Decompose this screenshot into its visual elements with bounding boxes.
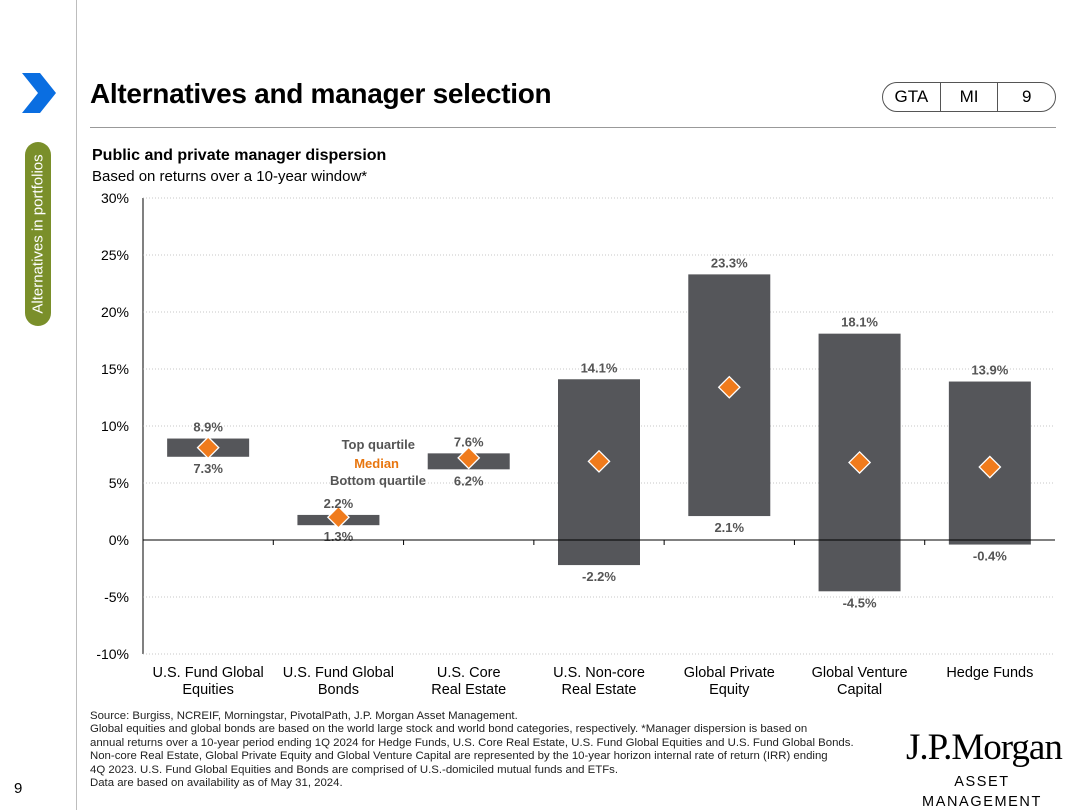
- y-tick-label: 15%: [101, 361, 129, 377]
- left-divider-line: [76, 0, 77, 810]
- y-tick-label: 25%: [101, 247, 129, 263]
- top-quartile-label: 23.3%: [711, 255, 748, 270]
- category-label: U.S. Non-core: [553, 665, 645, 681]
- category-label: Global Venture: [812, 665, 908, 681]
- median-marker: [196, 436, 220, 460]
- bottom-quartile-label: -4.5%: [843, 595, 877, 610]
- header-rule: [90, 127, 1056, 128]
- logo-tagline: ASSET MANAGEMENT: [922, 774, 1042, 810]
- page-title: Alternatives and manager selection: [90, 78, 552, 109]
- top-quartile-label: 8.9%: [193, 420, 223, 435]
- bottom-quartile-label: 2.1%: [714, 520, 744, 535]
- dispersion-chart: 30% 25% 20% 15% 10% 5% 0% -5% -10% 8.9% 7.3% U.S. F…: [96, 190, 1055, 698]
- category-label: Global Private: [684, 665, 775, 681]
- tag-mi: MI: [939, 83, 998, 111]
- tag-page: 9: [997, 83, 1055, 111]
- legend-bottom-quartile: Bottom quartile: [330, 473, 426, 488]
- top-quartile-label: 18.1%: [841, 315, 878, 330]
- bottom-quartile-label: -0.4%: [973, 549, 1007, 564]
- source-line: Global equities and global bonds are bas…: [90, 723, 808, 736]
- category-label: Equities: [182, 682, 234, 698]
- category-label: U.S. Fund Global: [153, 665, 264, 681]
- y-tick-label: 30%: [101, 190, 129, 206]
- bottom-quartile-label: 7.3%: [193, 461, 223, 476]
- legend-top-quartile: Top quartile: [342, 437, 415, 452]
- median-marker: [326, 505, 350, 529]
- source-line: 4Q 2023. U.S. Fund Global Equities and B…: [90, 763, 619, 776]
- y-tick-label: 10%: [101, 418, 129, 434]
- median-marker: [587, 449, 611, 473]
- legend-median: Median: [354, 456, 399, 471]
- y-tick-label: 5%: [109, 475, 129, 491]
- page-number: 9: [14, 780, 23, 797]
- y-tick-label: 0%: [109, 532, 129, 548]
- category-label: Equity: [709, 682, 750, 698]
- bottom-quartile-label: 6.2%: [454, 473, 484, 488]
- chart-title: Public and private manager dispersion: [92, 147, 387, 164]
- median-marker: [978, 455, 1002, 479]
- y-tick-label: -5%: [104, 589, 129, 605]
- top-quartile-label: 2.2%: [324, 496, 354, 511]
- source-line: annual returns over a 10-year period end…: [90, 736, 854, 749]
- chart-subtitle: Based on returns over a 10-year window*: [92, 168, 368, 185]
- top-quartile-label: 13.9%: [971, 363, 1008, 378]
- bottom-quartile-label: 1.3%: [324, 529, 354, 544]
- source-line: Data are based on availability as of May…: [90, 777, 343, 790]
- category-label: Bonds: [318, 682, 359, 698]
- source-notes: Source: Burgiss, NCREIF, Morningstar, Pi…: [90, 710, 900, 790]
- source-line: Source: Burgiss, NCREIF, Morningstar, Pi…: [90, 710, 518, 722]
- logo-wordmark: J.P.Morgan: [906, 727, 1063, 768]
- tag-gta: GTA: [894, 87, 929, 106]
- category-label: Capital: [837, 682, 882, 698]
- median-marker: [848, 450, 872, 475]
- tag-group: GTA MI 9: [882, 82, 1056, 112]
- top-quartile-label: 14.1%: [581, 360, 618, 375]
- section-side-label: Alternatives in portfolios: [25, 142, 51, 326]
- median-marker: [717, 375, 741, 399]
- category-label: Hedge Funds: [946, 665, 1033, 681]
- jpmorgan-logo: J.P.Morgan ASSET MANAGEMENT: [906, 727, 1063, 812]
- top-quartile-label: 7.6%: [454, 434, 484, 449]
- chevron-right-icon: [22, 73, 56, 113]
- median-marker: [457, 446, 481, 470]
- category-label: U.S. Core: [437, 665, 501, 681]
- source-line: Non-core Real Estate, Global Private Equ…: [90, 750, 828, 763]
- category-label: U.S. Fund Global: [283, 665, 394, 681]
- y-tick-label: -10%: [96, 646, 129, 662]
- y-tick-label: 20%: [101, 304, 129, 320]
- category-label: Real Estate: [431, 682, 506, 698]
- category-label: Real Estate: [562, 682, 637, 698]
- bottom-quartile-label: -2.2%: [582, 569, 616, 584]
